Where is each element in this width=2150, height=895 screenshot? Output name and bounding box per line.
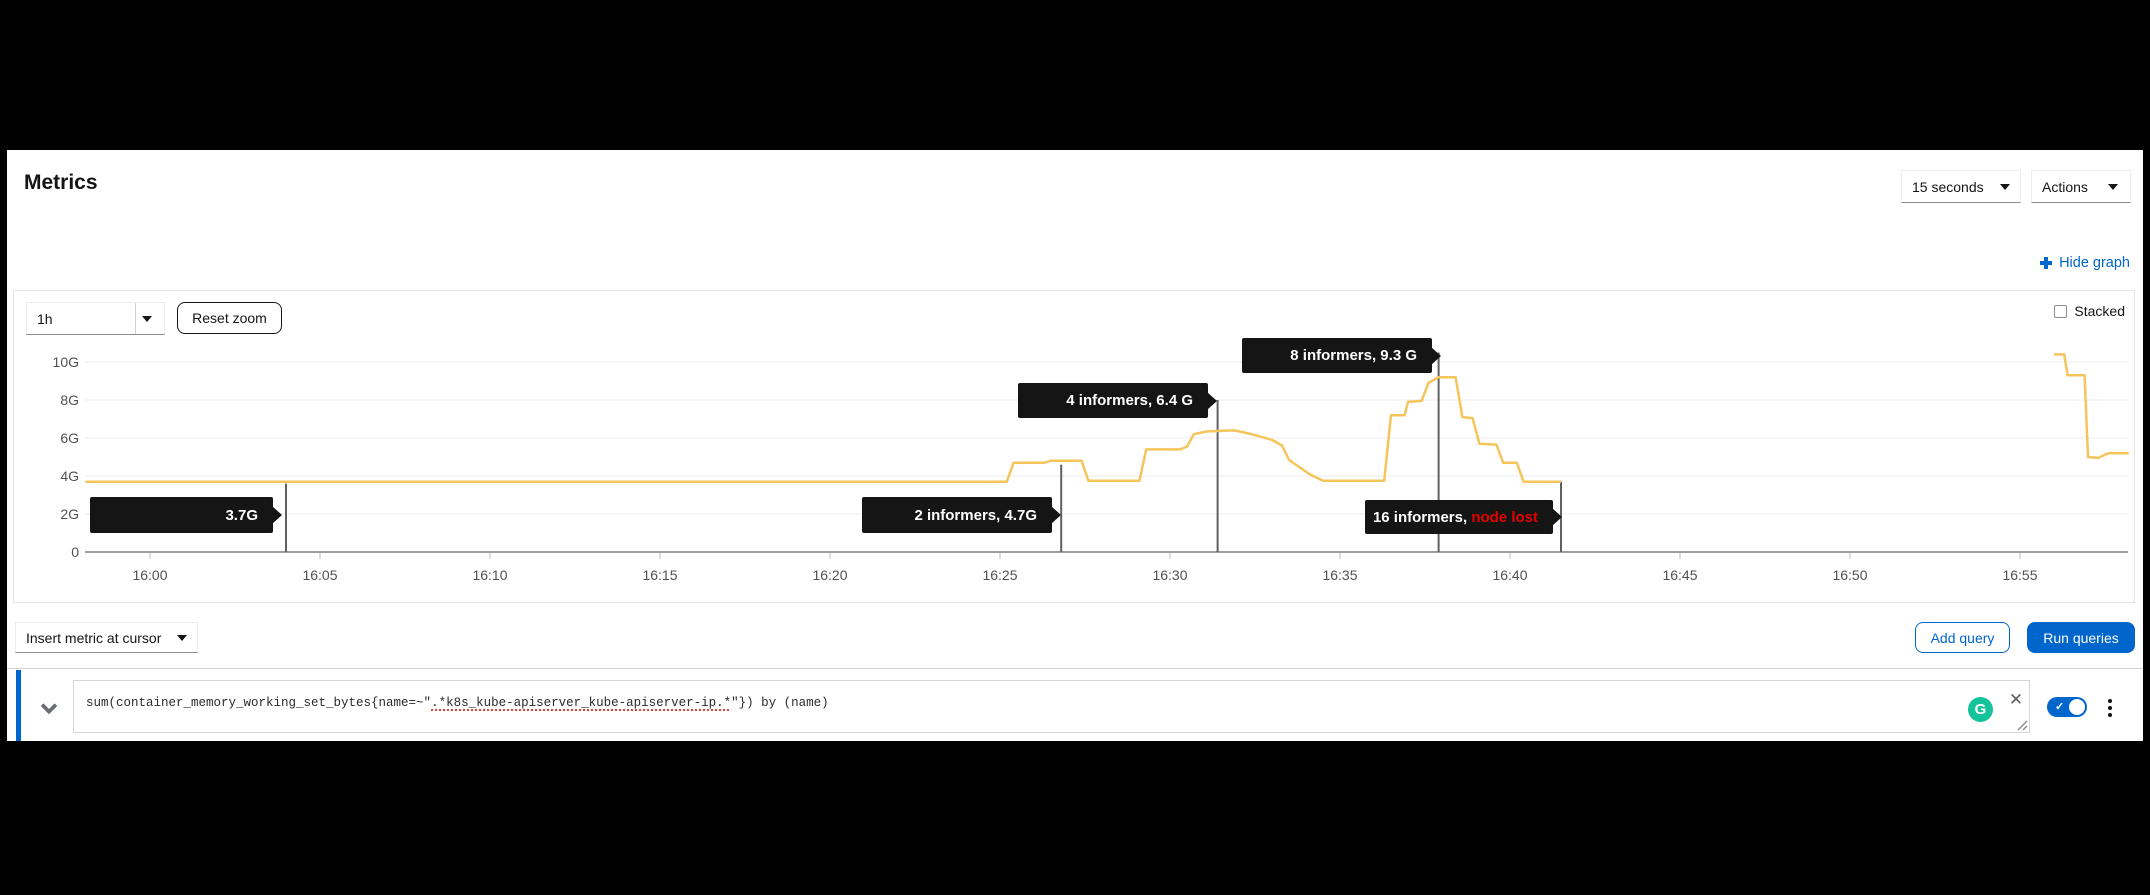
chevron-down-icon <box>40 697 58 714</box>
run-queries-button[interactable]: Run queries <box>2027 622 2135 653</box>
page-title: Metrics <box>24 171 98 194</box>
refresh-interval-select[interactable]: 15 seconds <box>1901 170 2021 203</box>
hide-graph-label: Hide graph <box>2059 255 2130 271</box>
timespan-select[interactable]: 1h <box>26 302 165 335</box>
refresh-interval-value: 15 seconds <box>1912 178 1984 195</box>
chevron-down-icon <box>2108 183 2118 190</box>
check-icon: ✓ <box>2055 701 2065 713</box>
stacked-control: Stacked <box>2054 303 2125 319</box>
insert-metric-select[interactable]: Insert metric at cursor <box>15 622 198 653</box>
query-row-accent-bar <box>16 670 21 741</box>
chevron-down-icon <box>142 315 152 322</box>
graph-panel <box>13 290 2135 603</box>
query-enabled-toggle[interactable]: ✓ <box>2047 697 2087 717</box>
stacked-label: Stacked <box>2074 303 2125 319</box>
chevron-down-icon <box>177 634 188 641</box>
add-query-button[interactable]: Add query <box>1915 622 2010 653</box>
reset-zoom-button[interactable]: Reset zoom <box>177 302 282 334</box>
query-row-divider <box>7 668 2143 669</box>
hide-graph-link[interactable]: Hide graph <box>2039 255 2130 271</box>
query-expression-input[interactable]: sum(container_memory_working_set_bytes{n… <box>73 680 2030 733</box>
query-text-post: "}) by (name) <box>731 696 829 710</box>
stacked-checkbox[interactable] <box>2054 304 2068 318</box>
query-text-pre: sum(container_memory_working_set_bytes{n… <box>86 696 432 710</box>
close-icon[interactable]: ✕ <box>2006 690 2026 710</box>
toggle-knob <box>2069 699 2085 715</box>
actions-dropdown[interactable]: Actions <box>2031 170 2131 203</box>
insert-metric-label: Insert metric at cursor <box>26 629 162 646</box>
compress-icon <box>2040 257 2053 269</box>
timespan-value: 1h <box>37 310 53 327</box>
resize-handle[interactable] <box>2016 719 2028 731</box>
metrics-page: Metrics 15 seconds Actions Hide graph 1h… <box>7 150 2143 741</box>
actions-label: Actions <box>2042 178 2088 195</box>
kebab-menu-icon[interactable] <box>2102 694 2118 722</box>
query-expand-toggle[interactable] <box>37 693 61 717</box>
query-text-misspelled: .*k8s_kube-apiserver_kube-apiserver-ip.* <box>431 696 732 710</box>
chevron-down-icon <box>1999 183 2010 190</box>
grammarly-icon[interactable]: G <box>1968 697 1993 722</box>
